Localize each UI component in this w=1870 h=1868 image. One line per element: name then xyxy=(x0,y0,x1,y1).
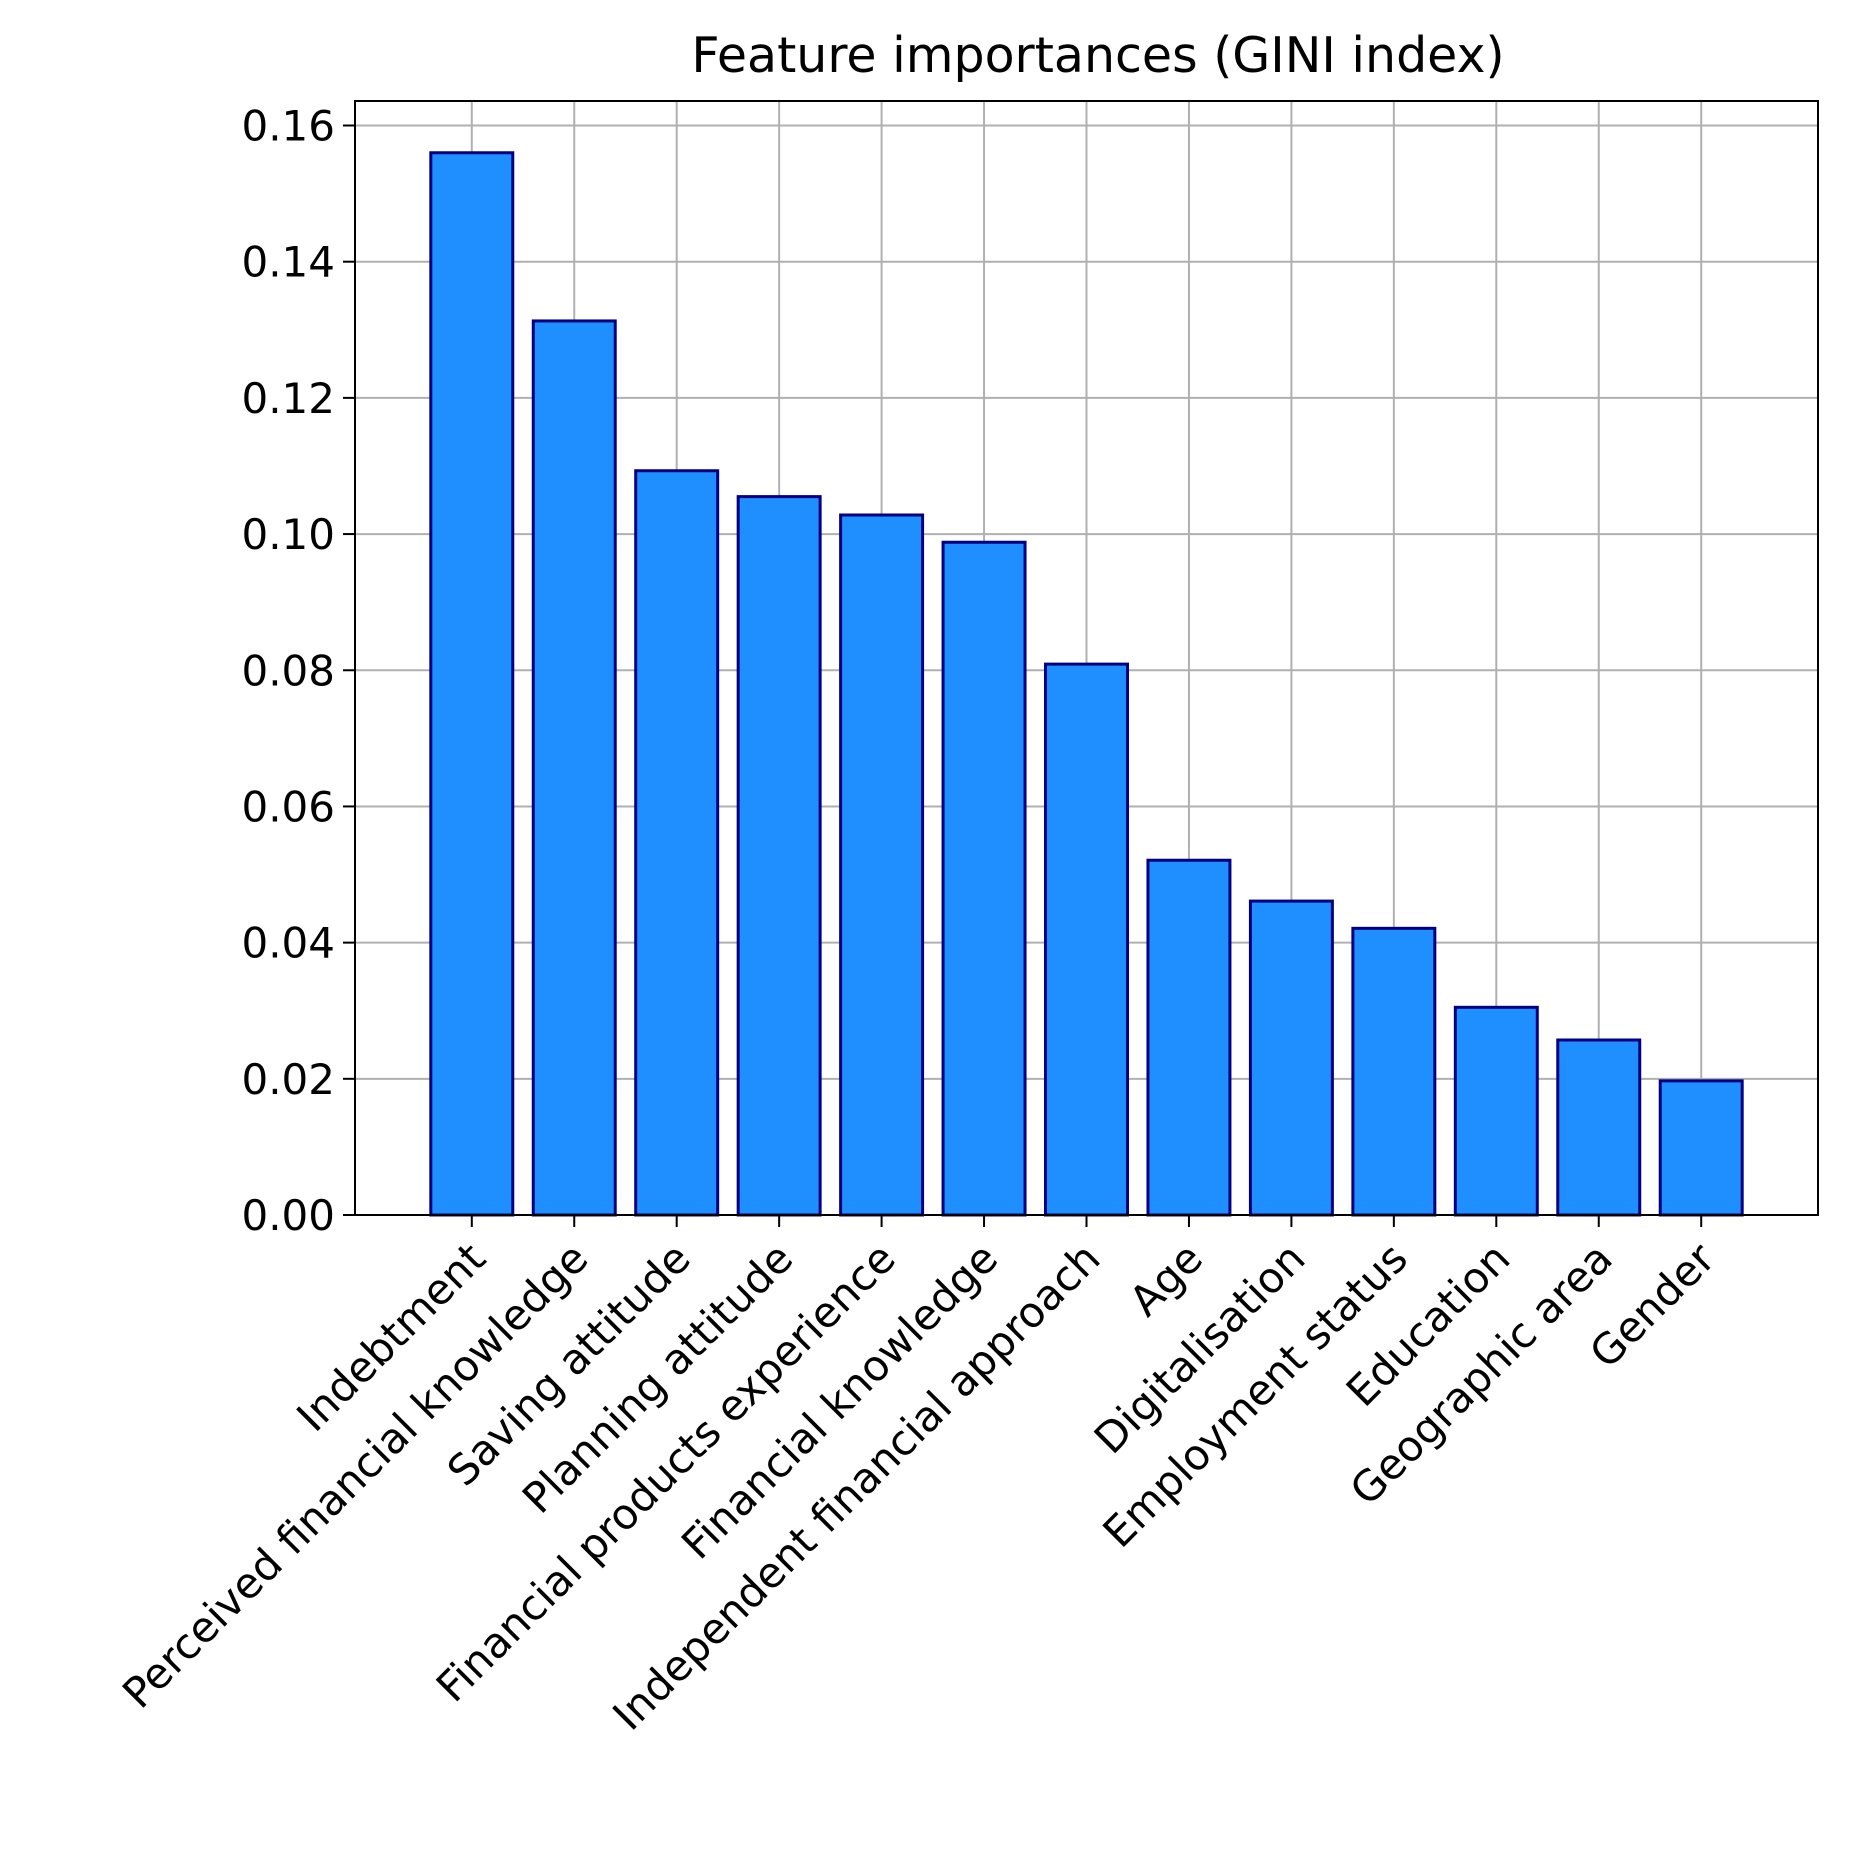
x-tick-label: Age xyxy=(1120,1233,1212,1325)
y-tick-label: 0.10 xyxy=(241,510,335,559)
y-tick-label: 0.06 xyxy=(241,782,335,831)
bar-perceived-financial-knowledge xyxy=(531,319,617,1217)
y-axis-ticks: 0.00 0.02 0.04 0.06 0.08 0.10 0.12 0.14 0.16 xyxy=(241,102,355,1240)
bar-financial-products-experience xyxy=(839,513,925,1217)
bar-planning-attitude xyxy=(736,495,822,1217)
y-tick-label: 0.04 xyxy=(241,919,335,968)
bar-independent-financial-approach xyxy=(1044,662,1129,1217)
bar-education xyxy=(1453,1005,1539,1217)
bar-financial-knowledge xyxy=(941,540,1027,1217)
y-tick-label: 0.16 xyxy=(241,102,335,151)
bar-employment-status xyxy=(1351,926,1437,1217)
y-tick-label: 0.02 xyxy=(241,1055,335,1104)
y-tick-label: 0.08 xyxy=(241,646,335,695)
bar-saving-attitude xyxy=(634,469,720,1217)
y-tick-label: 0.14 xyxy=(241,238,335,287)
bar-age xyxy=(1146,858,1232,1217)
bar-geographic-area xyxy=(1556,1038,1642,1217)
chart-title: Feature importances (GINI index) xyxy=(691,27,1504,84)
bars xyxy=(429,151,1744,1217)
y-tick-label: 0.12 xyxy=(241,374,335,423)
bar-digitalisation xyxy=(1248,899,1334,1217)
y-tick-label: 0.00 xyxy=(241,1191,335,1240)
bar-indebtment xyxy=(429,151,515,1217)
bar-gender xyxy=(1658,1079,1744,1217)
